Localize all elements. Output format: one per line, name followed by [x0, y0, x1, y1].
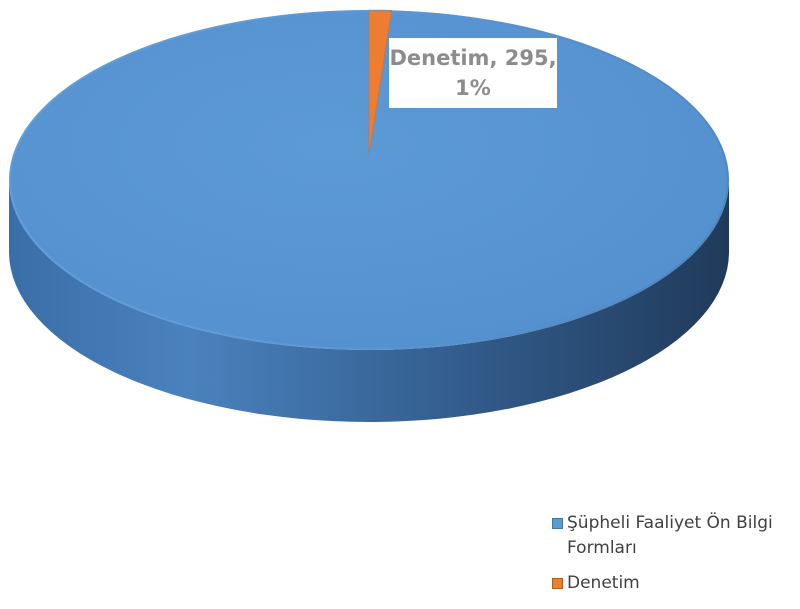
data-label-line-2: 1% — [455, 76, 491, 100]
data-label-denetim: Denetim, 295, 1% — [389, 38, 557, 108]
legend-item-supheli: Şüpheli Faaliyet Ön Bilgi Formları — [552, 511, 800, 561]
legend-swatch-blue — [552, 518, 563, 529]
legend-label: Denetim — [567, 573, 640, 593]
legend-label: Şüpheli Faaliyet Ön Bilgi Formları — [567, 513, 773, 558]
data-label-line-1: Denetim, 295, — [389, 46, 557, 70]
legend-swatch-orange — [552, 578, 563, 589]
pie-rim — [9, 10, 729, 350]
legend-item-denetim: Denetim — [552, 571, 800, 596]
chart-legend: Şüpheli Faaliyet Ön Bilgi Formları Denet… — [552, 511, 800, 606]
pie-side-wall — [9, 180, 729, 422]
